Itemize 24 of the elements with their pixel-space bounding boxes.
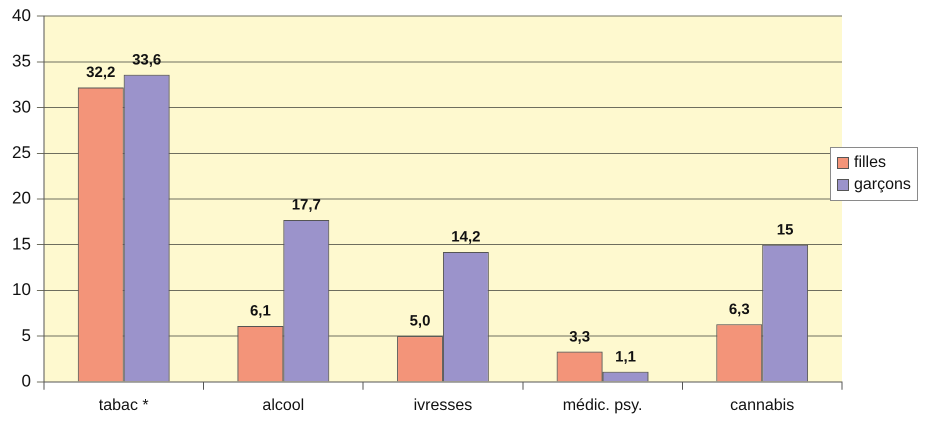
y-tick-label: 0 (21, 371, 31, 390)
data-label: 14,2 (451, 228, 480, 246)
x-tick-label: alcool (262, 396, 304, 414)
data-label: 32,2 (86, 64, 116, 82)
x-tick-label: médic. psy. (562, 396, 642, 414)
data-label: 1,1 (615, 348, 636, 366)
data-label: 6,1 (250, 302, 271, 320)
y-tick-label: 40 (12, 6, 31, 25)
y-tick-label: 15 (12, 234, 31, 254)
data-label: 6,3 (728, 300, 750, 318)
data-label: 17,7 (292, 196, 321, 214)
y-tick-label: 5 (21, 326, 31, 345)
data-label: 15 (776, 221, 794, 238)
x-tick-label: cannabis (730, 396, 794, 414)
data-label: 5,0 (410, 312, 430, 330)
x-tick-label: tabac * (98, 396, 149, 414)
y-tick-label: 20 (12, 188, 31, 208)
x-tick-label: ivresses (414, 396, 472, 414)
legend-label: garçons (854, 176, 911, 194)
legend-label: filles (854, 154, 886, 172)
y-tick-label: 25 (12, 142, 31, 162)
y-tick-label: 10 (12, 280, 31, 300)
y-tick-label: 30 (12, 97, 31, 116)
y-tick-label: 35 (12, 52, 31, 71)
